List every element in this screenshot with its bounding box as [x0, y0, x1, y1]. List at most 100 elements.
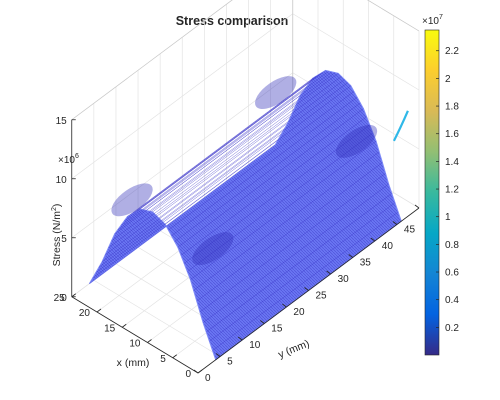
surface-mesh-line [158, 79, 345, 219]
y-tick-mark [370, 237, 376, 242]
stress-surface [88, 69, 409, 361]
x-tick-label: 10 [129, 339, 141, 350]
surface-mesh-line [95, 133, 282, 273]
x-tick-mark [172, 354, 177, 359]
surface-mesh-line [168, 91, 355, 231]
surface-mesh-line [152, 73, 339, 213]
z-tick-label: 5 [61, 234, 67, 245]
colorbar [424, 29, 440, 356]
y-tick-mark [193, 369, 199, 374]
surface-mesh-line [206, 193, 392, 333]
box-edge-top-back [366, 0, 420, 32]
surface-mesh-line [212, 211, 399, 351]
surface-mesh-line [120, 86, 307, 226]
colorbar-tick-label: 2.2 [445, 46, 459, 57]
y-tick-mark [392, 221, 398, 225]
surface-mesh-line [139, 70, 326, 210]
surface-mesh-line [184, 124, 370, 264]
colorbar-tick-label: 1.4 [445, 157, 459, 168]
surface-mesh-line [130, 76, 317, 215]
colorbar-tick-label: 0.6 [445, 268, 459, 279]
y-tick-mark [282, 303, 287, 308]
stress-concentration-region [255, 76, 297, 110]
colorbar-tick-label: 0.4 [445, 295, 459, 306]
y-tick-mark [326, 270, 331, 275]
x-tick-label: 25 [54, 293, 66, 304]
surface-mesh-line [105, 115, 291, 255]
surface-mesh-line [196, 162, 383, 302]
colorbar-tick-label: 1 [445, 212, 451, 223]
x-tick-label: 20 [79, 308, 91, 319]
y-tick-label: 20 [293, 307, 305, 318]
y-tick-label: 45 [404, 225, 416, 236]
stress-concentration-region [111, 183, 153, 217]
surface-mesh-line [142, 71, 329, 210]
stress-concentration-region [192, 232, 234, 266]
surface-mesh-line [136, 72, 323, 212]
surface-mesh-line [114, 95, 301, 235]
colorbar-tick-label: 0.8 [445, 240, 459, 251]
y-tick-label: 40 [382, 241, 394, 252]
surface-mesh-line [165, 85, 351, 225]
y-tick-mark [237, 336, 243, 341]
x-tick-label: 0 [185, 369, 191, 380]
grid-line-z-back-pane [292, 13, 420, 91]
x-tick-label: 15 [104, 323, 116, 334]
colorbar-tick-label: 1.8 [445, 102, 459, 113]
y-tick-mark [348, 254, 353, 258]
x-tick-mark [71, 293, 76, 298]
surface-mesh-line [187, 132, 374, 272]
y-tick-label: 30 [338, 274, 350, 285]
surface-mesh-line [202, 183, 389, 323]
y-tick-label: 25 [316, 291, 328, 302]
y-tick-mark [304, 287, 309, 291]
y-tick-mark [215, 353, 221, 357]
surface-mesh-line [98, 128, 285, 268]
surface-mesh-line [133, 74, 320, 214]
y-tick-label: 0 [205, 373, 211, 384]
surface-mesh-line [180, 116, 367, 256]
axes-lines [71, 119, 420, 374]
surface-mesh-line [127, 78, 314, 217]
chart-title: Stress comparison [176, 14, 289, 28]
colorbar-ticks: 0.2 0.4 0.6 0.8 1 1.2 1.4 1.6 1.8 2 2.2 [436, 46, 459, 334]
surface-mesh-line [108, 109, 295, 248]
surface-mesh-line [101, 122, 288, 262]
y-tick-label: 5 [227, 357, 233, 368]
surface-mesh-line [117, 90, 304, 230]
y-tick-label: 15 [271, 324, 283, 335]
surface-mesh-line [199, 173, 386, 313]
surface-mesh-line [149, 72, 336, 212]
surface-mesh-line [155, 76, 342, 216]
y-axis-label: y (mm) [276, 338, 311, 361]
surface-mesh-line [92, 139, 279, 279]
colorbar-tick-label: 0.2 [445, 323, 459, 334]
x-tick-label: 5 [160, 354, 166, 365]
surface-mesh-line [177, 108, 364, 248]
x-tick-mark [197, 369, 203, 374]
surface-peak-spike [392, 110, 409, 142]
surface-mesh-line [124, 82, 310, 222]
surface-body [88, 69, 402, 361]
y-tick-mark [260, 320, 265, 324]
x-tick-mark [147, 339, 152, 343]
z-tick-label: 0 [61, 293, 67, 304]
y-tick-label: 10 [249, 340, 261, 351]
x-tick-mark [96, 308, 102, 313]
surface-mesh-line [174, 102, 361, 242]
z-axis-exponent: ×106 [58, 153, 79, 166]
surface-mesh-line [111, 102, 298, 241]
surface-mesh-line [161, 82, 348, 222]
y-tick-mark [414, 204, 420, 209]
colorbar-tick-label: 1.2 [445, 185, 459, 196]
box-edge-top-left [71, 0, 233, 121]
z-tick-label: 15 [56, 116, 68, 127]
z-tick-label: 10 [56, 175, 68, 186]
stress-concentration-region [335, 124, 378, 158]
surface-mesh-line [89, 144, 276, 284]
grid-line-y-floor [93, 279, 221, 357]
x-axis-line [71, 296, 199, 374]
grid-line-z-back-pane [366, 0, 420, 32]
surface-mesh-line [171, 97, 358, 236]
